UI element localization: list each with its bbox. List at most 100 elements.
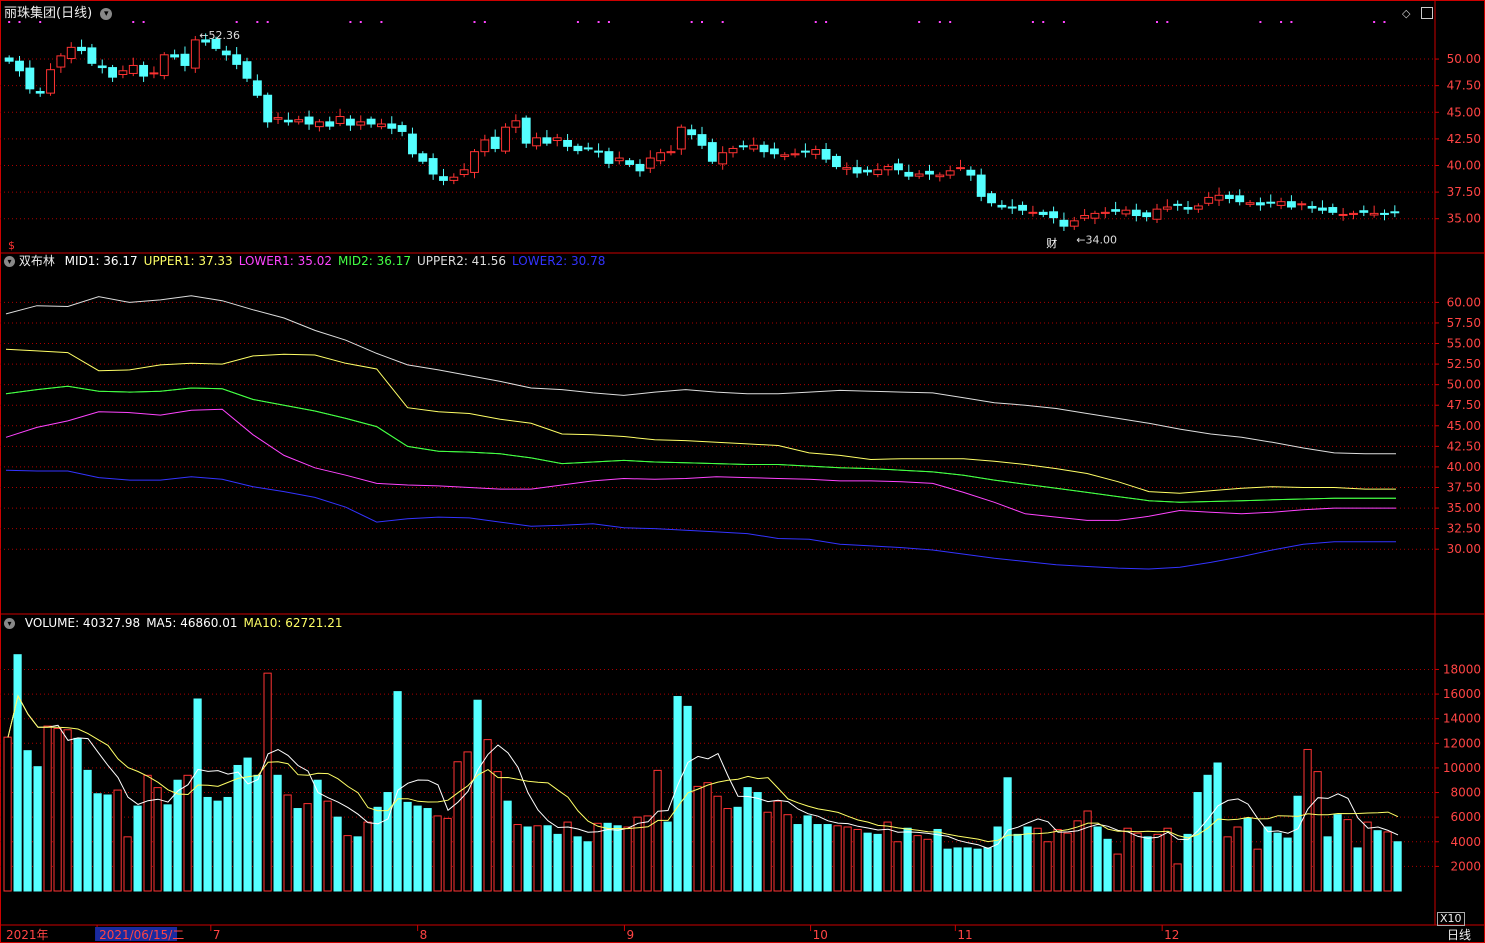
candle bbox=[314, 121, 324, 128]
candle bbox=[1028, 211, 1038, 214]
indicator-value-5: LOWER2: 30.78 bbox=[512, 254, 606, 268]
volume-bar bbox=[63, 729, 72, 892]
event-dot bbox=[473, 21, 476, 23]
volume-bar bbox=[583, 841, 592, 892]
candle bbox=[170, 54, 180, 58]
event-dot bbox=[8, 21, 11, 23]
event-dot bbox=[576, 21, 579, 23]
candle bbox=[1007, 206, 1017, 209]
candle bbox=[1255, 202, 1265, 206]
volume-bar bbox=[563, 821, 572, 892]
candle bbox=[97, 65, 107, 69]
y-tick-label: 32.50 bbox=[1447, 522, 1481, 536]
event-dot bbox=[825, 21, 828, 23]
volume-bar bbox=[913, 835, 922, 892]
event-dot bbox=[607, 21, 610, 23]
volume-bar bbox=[1203, 774, 1212, 892]
y-tick-label: 55.00 bbox=[1447, 337, 1481, 351]
candle bbox=[108, 67, 118, 78]
candle bbox=[987, 193, 996, 204]
volume-bar bbox=[1363, 821, 1372, 892]
volume-bar bbox=[143, 774, 152, 892]
y-tick-label: 14000 bbox=[1443, 712, 1481, 726]
event-dot bbox=[1259, 21, 1262, 23]
corner-diamond-icon[interactable]: ◇ bbox=[1402, 7, 1411, 20]
candle bbox=[1338, 213, 1348, 216]
candle bbox=[1193, 205, 1203, 210]
event-dot bbox=[1383, 21, 1386, 23]
volume-bar bbox=[763, 811, 772, 892]
candle bbox=[325, 121, 335, 127]
volume-bar bbox=[503, 800, 512, 892]
candle bbox=[583, 147, 593, 150]
candle bbox=[294, 119, 304, 123]
event-dot bbox=[938, 21, 941, 23]
volume-bar bbox=[453, 761, 462, 892]
volume-bar bbox=[713, 795, 722, 892]
volume-bar bbox=[1023, 826, 1032, 892]
volume-bar bbox=[443, 817, 452, 892]
x10-button[interactable]: X10 bbox=[1437, 912, 1465, 926]
volume-bar bbox=[1043, 841, 1052, 892]
volume-bar bbox=[923, 838, 932, 892]
candle bbox=[252, 80, 262, 96]
volume-dropdown-icon[interactable]: ▾ bbox=[4, 618, 15, 629]
volume-bar bbox=[933, 828, 942, 892]
candle bbox=[511, 120, 521, 128]
title-bar: 丽珠集团(日线) ▾ bbox=[4, 6, 113, 22]
date-label: 12 bbox=[1164, 928, 1179, 942]
y-tick-label: 37.50 bbox=[1447, 185, 1481, 199]
candle bbox=[470, 151, 479, 173]
y-tick-label: 60.00 bbox=[1447, 295, 1481, 309]
volume-bar bbox=[473, 699, 482, 892]
boll-line-lower1 bbox=[5, 408, 1396, 521]
candle bbox=[1080, 215, 1090, 219]
indicator-name[interactable]: 双布林 bbox=[18, 254, 55, 268]
indicator-value-1: UPPER1: 37.33 bbox=[143, 254, 233, 268]
period-label[interactable]: 日线 bbox=[1447, 928, 1472, 942]
indicator-value-2: LOWER1: 35.02 bbox=[238, 254, 333, 268]
volume-bar bbox=[573, 836, 582, 892]
candle bbox=[1359, 210, 1369, 213]
volume-bar bbox=[543, 825, 552, 892]
volume-bar bbox=[1093, 826, 1102, 892]
volume-bar bbox=[893, 841, 902, 892]
candle bbox=[894, 163, 903, 171]
volume-bar bbox=[1233, 826, 1242, 892]
volume-bar bbox=[833, 825, 842, 892]
candle bbox=[707, 142, 717, 162]
event-dot bbox=[918, 21, 921, 23]
volume-bar bbox=[963, 847, 972, 892]
y-tick-label: 47.50 bbox=[1447, 79, 1481, 93]
volume-bar bbox=[673, 696, 682, 892]
corner-close-icon[interactable] bbox=[1421, 7, 1433, 19]
event-dot bbox=[1280, 21, 1283, 23]
candle bbox=[759, 144, 769, 153]
candle bbox=[418, 153, 428, 162]
candle bbox=[87, 47, 97, 64]
volume-bar bbox=[783, 814, 792, 892]
volume-bar bbox=[843, 826, 852, 892]
candle bbox=[552, 137, 562, 141]
volume-bar bbox=[213, 800, 222, 892]
candle bbox=[1380, 212, 1389, 215]
indicator-dropdown-icon[interactable]: ▾ bbox=[4, 256, 15, 267]
candle bbox=[1069, 220, 1079, 227]
candle bbox=[532, 137, 541, 147]
volume-bar bbox=[633, 816, 642, 892]
event-dot bbox=[132, 21, 135, 23]
event-dot bbox=[483, 21, 486, 23]
low-marker-label: ←34.00 bbox=[1076, 233, 1117, 246]
candle bbox=[604, 151, 614, 164]
candle bbox=[128, 64, 138, 74]
title-dropdown-icon[interactable]: ▾ bbox=[100, 7, 113, 20]
volume-bar bbox=[1393, 841, 1402, 892]
candle bbox=[666, 151, 676, 154]
volume-bar bbox=[603, 822, 612, 892]
volume-bar bbox=[313, 779, 322, 892]
candle bbox=[1018, 204, 1027, 211]
volume-bar bbox=[1373, 830, 1382, 892]
y-tick-label: 50.00 bbox=[1447, 52, 1481, 66]
candle bbox=[480, 139, 490, 153]
